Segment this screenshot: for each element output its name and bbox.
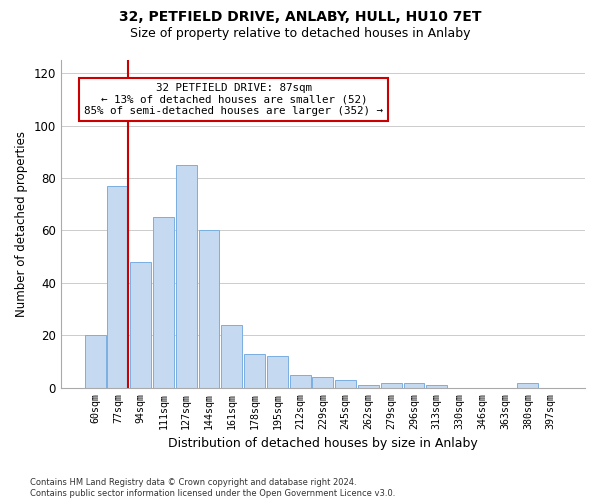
Text: Size of property relative to detached houses in Anlaby: Size of property relative to detached ho… bbox=[130, 28, 470, 40]
Text: Contains HM Land Registry data © Crown copyright and database right 2024.
Contai: Contains HM Land Registry data © Crown c… bbox=[30, 478, 395, 498]
Bar bbox=[176, 165, 197, 388]
Bar bbox=[153, 218, 174, 388]
Bar bbox=[381, 382, 402, 388]
X-axis label: Distribution of detached houses by size in Anlaby: Distribution of detached houses by size … bbox=[168, 437, 478, 450]
Y-axis label: Number of detached properties: Number of detached properties bbox=[15, 131, 28, 317]
Bar bbox=[335, 380, 356, 388]
Bar bbox=[267, 356, 288, 388]
Bar bbox=[427, 385, 447, 388]
Bar bbox=[199, 230, 220, 388]
Bar bbox=[313, 378, 334, 388]
Bar bbox=[290, 374, 311, 388]
Bar bbox=[517, 382, 538, 388]
Bar bbox=[221, 325, 242, 388]
Bar bbox=[130, 262, 151, 388]
Bar bbox=[404, 382, 424, 388]
Bar bbox=[85, 336, 106, 388]
Bar bbox=[244, 354, 265, 388]
Bar bbox=[107, 186, 128, 388]
Text: 32, PETFIELD DRIVE, ANLABY, HULL, HU10 7ET: 32, PETFIELD DRIVE, ANLABY, HULL, HU10 7… bbox=[119, 10, 481, 24]
Text: 32 PETFIELD DRIVE: 87sqm
← 13% of detached houses are smaller (52)
85% of semi-d: 32 PETFIELD DRIVE: 87sqm ← 13% of detach… bbox=[84, 83, 383, 116]
Bar bbox=[358, 385, 379, 388]
